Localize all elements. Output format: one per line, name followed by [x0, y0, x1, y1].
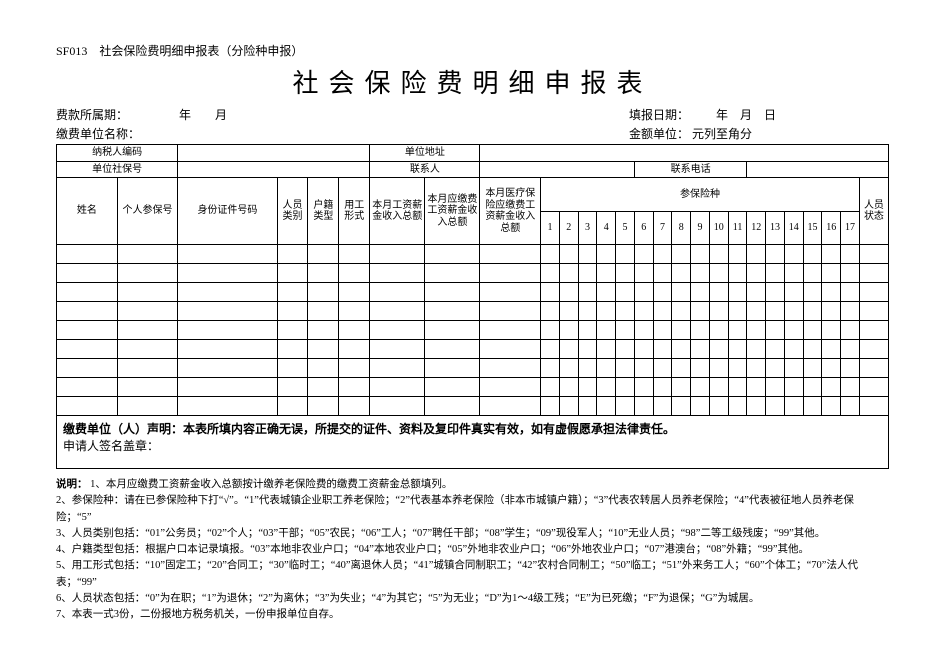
amount-unit-value: 元列至角分	[692, 127, 752, 141]
table-row[interactable]	[57, 397, 889, 416]
note-3: 3、人员类别包括：“01”公务员；“02”个人；“03”干部；“05”农民；“0…	[56, 526, 889, 542]
col-person-cat: 人员类别	[277, 178, 308, 245]
col-id-no: 身份证件号码	[178, 178, 277, 245]
note-4: 4、户籍类型包括：根据户口本记录填报。“03”本地非农业户口；“04”本地农业户…	[56, 542, 889, 558]
col-person-status: 人员状态	[859, 178, 888, 245]
col-hukou-cat: 户籍类型	[308, 178, 339, 245]
notes-section: 说明： 1、本月应缴费工资薪金收入总额按计缴养老保险费的缴费工资薪金总额填列。 …	[56, 477, 889, 623]
col-emp-form: 用工形式	[339, 178, 370, 245]
table-row[interactable]	[57, 264, 889, 283]
page-title: 社会保险费明细申报表	[56, 63, 889, 100]
contact-phone-label: 联系电话	[634, 161, 747, 178]
note-1: 1、本月应缴费工资薪金收入总额按计缴养老保险费的缴费工资薪金总额填列。	[90, 479, 452, 490]
col-med-due-wage-total: 本月医疗保险应缴费工资薪金收入总额	[480, 178, 541, 245]
col-due-wage-total: 本月应缴费工资薪金收入总额	[425, 178, 480, 245]
unit-address-field[interactable]	[480, 145, 889, 162]
note-6: 6、人员状态包括：“0”为在职；“1”为退休；“2”为离休；“3”为失业；“4”…	[56, 591, 889, 607]
period-value: 年 月	[131, 108, 227, 122]
amount-unit-label: 金额单位：	[629, 127, 689, 141]
payer-name-label: 缴费单位名称：	[56, 127, 140, 141]
contact-person-field[interactable]	[480, 161, 634, 178]
ins-col-16: 16	[822, 211, 841, 245]
fill-date-label: 填报日期：	[629, 108, 689, 122]
col-insurance-types: 参保险种	[541, 178, 860, 212]
unit-ss-no-field[interactable]	[178, 161, 370, 178]
ins-col-13: 13	[766, 211, 785, 245]
col-name: 姓名	[57, 178, 118, 245]
table-row[interactable]	[57, 359, 889, 378]
ins-col-10: 10	[709, 211, 728, 245]
signer-label: 申请人签名盖章：	[63, 437, 882, 454]
ins-col-5: 5	[616, 211, 635, 245]
declaration-text: 缴费单位（人）声明：本表所填内容正确无误，所提交的证件、资料及复印件真实有效，如…	[63, 420, 882, 437]
col-wage-total: 本月工资薪金收入总额	[370, 178, 425, 245]
note-2: 2、参保险种：请在已参保险种下打“√”。“1”代表城镇企业职工养老保险；“2”代…	[56, 493, 889, 526]
table-row[interactable]	[57, 340, 889, 359]
ins-col-8: 8	[672, 211, 691, 245]
ins-col-3: 3	[578, 211, 597, 245]
fill-date-value: 年 月 日	[692, 108, 776, 122]
note-5: 5、用工形式包括：“10”固定工；“20”合同工；“30”临时工；“40”离退休…	[56, 558, 889, 591]
ins-col-14: 14	[784, 211, 803, 245]
ins-col-11: 11	[728, 211, 747, 245]
taxpayer-code-label: 纳税人编码	[57, 145, 178, 162]
ins-col-4: 4	[597, 211, 616, 245]
unit-address-label: 单位地址	[370, 145, 480, 162]
contact-phone-field[interactable]	[747, 161, 889, 178]
note-7: 7、本表一式3份，二份报地方税务机关，一份申报单位自存。	[56, 607, 889, 623]
main-table: 纳税人编码 单位地址 单位社保号 联系人 联系电话 姓名 个人参保号 身份证件号…	[56, 144, 889, 416]
table-row[interactable]	[57, 321, 889, 340]
ins-col-9: 9	[691, 211, 710, 245]
ins-col-12: 12	[747, 211, 766, 245]
unit-ss-no-label: 单位社保号	[57, 161, 178, 178]
taxpayer-code-field[interactable]	[178, 145, 370, 162]
ins-col-7: 7	[653, 211, 672, 245]
period-label: 费款所属期：	[56, 108, 128, 122]
ins-col-17: 17	[841, 211, 860, 245]
notes-label: 说明：	[56, 479, 88, 490]
table-row[interactable]	[57, 245, 889, 264]
col-personal-ss-no: 个人参保号	[117, 178, 178, 245]
ins-col-1: 1	[541, 211, 560, 245]
declaration-box: 缴费单位（人）声明：本表所填内容正确无误，所提交的证件、资料及复印件真实有效，如…	[56, 416, 889, 469]
ins-col-15: 15	[803, 211, 822, 245]
table-row[interactable]	[57, 302, 889, 321]
form-code: SF013 社会保险费明细申报表（分险种申报）	[56, 42, 889, 59]
ins-col-2: 2	[559, 211, 578, 245]
ins-col-6: 6	[634, 211, 653, 245]
table-row[interactable]	[57, 283, 889, 302]
contact-person-label: 联系人	[370, 161, 480, 178]
table-row[interactable]	[57, 378, 889, 397]
